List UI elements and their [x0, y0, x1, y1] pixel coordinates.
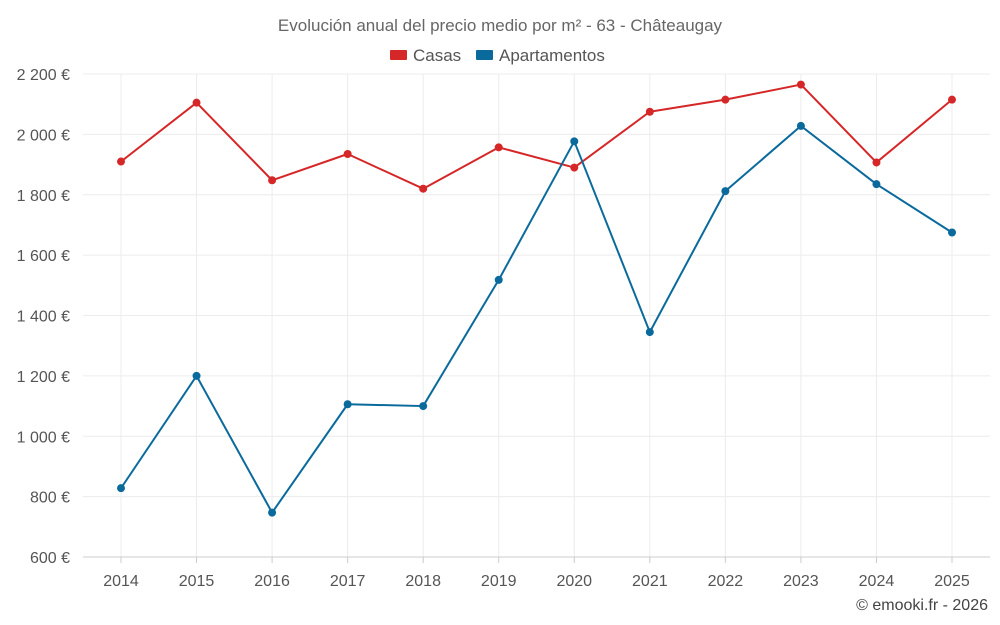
x-tick-label: 2023 — [783, 573, 819, 590]
x-tick-label: 2016 — [254, 573, 290, 590]
grid — [83, 73, 990, 557]
y-tick-label: 2 000 € — [17, 127, 70, 144]
data-point-casas — [494, 143, 503, 152]
x-tick-label: 2018 — [405, 573, 441, 590]
x-tick-label: 2020 — [556, 573, 592, 590]
x-tick-label: 2021 — [632, 573, 668, 590]
legend-swatch-apartamentos — [476, 50, 493, 60]
data-point-apartamentos — [872, 180, 881, 189]
legend-swatch-casas — [390, 50, 407, 60]
data-point-apartamentos — [948, 228, 956, 237]
series-line-apartamentos — [120, 124, 953, 514]
data-point-casas — [419, 184, 428, 193]
y-tick-label: 1 600 € — [17, 248, 70, 265]
data-point-casas — [117, 157, 125, 166]
data-point-apartamentos — [796, 121, 805, 130]
data-point-casas — [192, 98, 201, 107]
data-point-apartamentos — [645, 328, 654, 337]
legend-label-casas: Casas — [413, 46, 461, 65]
data-point-casas — [948, 95, 956, 104]
data-point-apartamentos — [117, 484, 125, 493]
data-point-casas — [343, 149, 352, 158]
x-tick-label: 2022 — [708, 573, 744, 590]
x-tick-label: 2025 — [934, 573, 970, 590]
y-tick-label: 2 200 € — [17, 67, 70, 84]
data-point-casas — [796, 80, 805, 89]
data-point-apartamentos — [570, 137, 579, 146]
data-point-casas — [570, 163, 579, 172]
data-point-casas — [872, 158, 881, 167]
data-point-apartamentos — [343, 400, 352, 409]
chart-title: Evolución anual del precio medio por m² … — [278, 16, 723, 35]
x-tick-label: 2019 — [481, 573, 517, 590]
legend: Casas Apartamentos — [390, 46, 605, 65]
series-layer — [117, 80, 956, 517]
y-tick-label: 1 800 € — [17, 188, 70, 205]
x-tick-label: 2014 — [103, 573, 139, 590]
data-point-apartamentos — [268, 508, 277, 517]
credit-text: © emooki.fr - 2026 — [856, 597, 988, 614]
x-tick-label: 2024 — [859, 573, 895, 590]
data-point-apartamentos — [192, 371, 201, 380]
y-tick-label: 1 400 € — [17, 309, 70, 326]
data-point-apartamentos — [494, 275, 503, 284]
data-point-apartamentos — [721, 187, 730, 196]
y-tick-label: 800 € — [30, 490, 70, 507]
x-tick-label: 2017 — [330, 573, 366, 590]
data-point-casas — [721, 95, 730, 104]
data-point-apartamentos — [419, 402, 428, 411]
y-tick-label: 1 000 € — [17, 429, 70, 446]
legend-label-apartamentos: Apartamentos — [499, 46, 605, 65]
axes: 600 € 800 € 1 000 € 1 200 € 1 400 € 1 600 € 1 … — [17, 67, 990, 590]
data-point-casas — [268, 176, 277, 185]
y-tick-label: 1 200 € — [17, 369, 70, 386]
y-tick-label: 600 € — [30, 550, 70, 567]
data-point-casas — [645, 107, 654, 116]
x-tick-label: 2015 — [179, 573, 215, 590]
series-line-casas — [120, 83, 953, 190]
